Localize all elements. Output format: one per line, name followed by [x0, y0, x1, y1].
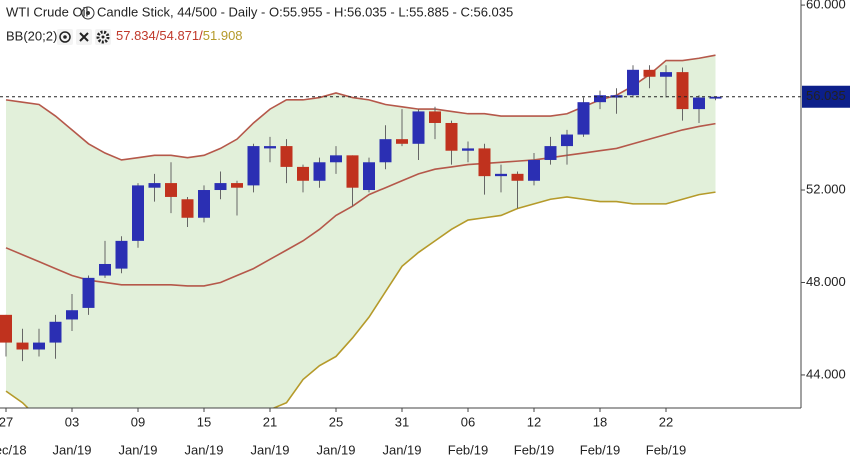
candle-body — [478, 148, 491, 177]
candle-body — [544, 146, 557, 160]
band-fill — [6, 55, 716, 408]
candle-body — [594, 95, 606, 103]
candle-body — [495, 173, 507, 177]
chart-subtitle: Candle Stick, 44/500 - Daily - O:55.955 … — [97, 4, 513, 19]
x-tick-month: Feb/19 — [514, 442, 554, 457]
last-price-label: 56.035 — [806, 88, 846, 103]
candle-body — [313, 162, 326, 181]
candle-body — [709, 96, 722, 99]
x-tick-day: 27 — [0, 414, 13, 429]
x-tick-day: 21 — [263, 414, 277, 429]
candle-body — [99, 263, 111, 276]
candle-body — [577, 102, 590, 135]
candle-body — [330, 155, 342, 163]
chart-title: WTI Crude Oil — [6, 4, 88, 19]
indicator-settings-icon[interactable] — [95, 29, 111, 45]
y-tick-label: 48.000 — [806, 274, 846, 289]
candle-body — [0, 314, 12, 343]
x-tick-month: Jan/19 — [184, 442, 223, 457]
x-tick-day: 31 — [395, 414, 409, 429]
candle-body — [66, 310, 78, 320]
candle-body — [396, 139, 408, 144]
indicator-value: /54.871/ — [156, 28, 203, 43]
candle-body — [528, 159, 540, 181]
candle-body — [660, 72, 672, 77]
header-bg — [0, 2, 455, 46]
indicator-values: 57.834/54.871/51.908 — [116, 28, 243, 43]
x-tick-day: 03 — [65, 414, 79, 429]
x-tick-month: Jan/19 — [382, 442, 421, 457]
candle-body — [676, 72, 689, 110]
visibility-icon[interactable] — [81, 6, 95, 20]
x-tick-day: 06 — [461, 414, 475, 429]
candle-body — [693, 97, 705, 110]
candle-body — [165, 183, 177, 197]
candle-body — [198, 190, 210, 218]
candle-body — [82, 277, 95, 308]
candle-body — [561, 134, 573, 147]
y-tick-label: 52.000 — [806, 181, 846, 196]
candle-body — [610, 95, 623, 98]
y-tick-label: 44.000 — [806, 366, 846, 381]
x-tick-day: 15 — [197, 414, 211, 429]
indicator-visibility-icon[interactable] — [57, 29, 73, 45]
indicator-value: 57.834 — [116, 28, 156, 43]
candle-body — [511, 173, 524, 181]
candle-body — [231, 183, 243, 188]
candle-body — [297, 166, 309, 181]
candle-body — [627, 69, 639, 96]
x-tick-day: 12 — [527, 414, 541, 429]
candle-body — [445, 122, 458, 151]
x-tick-month: Jan/19 — [118, 442, 157, 457]
last-price-tag — [802, 85, 850, 108]
x-tick-month: Jan/19 — [250, 442, 289, 457]
candle-body — [115, 240, 128, 269]
indicator-value: 51.908 — [203, 28, 243, 43]
candle-body — [379, 139, 392, 163]
candle-body — [16, 342, 29, 350]
middle-band — [5, 122, 716, 287]
candle-body — [49, 321, 62, 343]
candle-body — [412, 111, 425, 144]
candle-body — [429, 111, 441, 123]
y-tick-label: 60.000 — [806, 0, 846, 12]
candle-body — [280, 146, 293, 167]
candle-body — [462, 148, 474, 151]
candle-body — [181, 199, 194, 218]
candle-body — [132, 185, 144, 241]
x-tick-day: 25 — [329, 414, 343, 429]
plot-area — [0, 54, 801, 408]
header: WTI Crude Oil Candle Stick, 44/500 - Dai… — [0, 2, 513, 46]
x-tick-day: 22 — [659, 414, 673, 429]
x-tick-month: Jan/19 — [316, 442, 355, 457]
x-tick-month: Jan/19 — [52, 442, 91, 457]
candle-body — [214, 183, 227, 191]
candle-body — [148, 183, 161, 188]
candle-body — [247, 146, 260, 186]
x-tick-month: Dec/18 — [0, 442, 27, 457]
x-tick-month: Feb/19 — [646, 442, 686, 457]
x-tick-month: Feb/19 — [580, 442, 620, 457]
x-tick-day: 18 — [593, 414, 607, 429]
candle-body — [346, 155, 359, 188]
indicator-label: BB(20;2) — [6, 28, 57, 43]
indicator-remove-icon[interactable] — [76, 29, 92, 45]
x-tick-day: 09 — [131, 414, 145, 429]
candle-body — [264, 146, 276, 149]
lower-band — [5, 191, 716, 408]
candle-body — [643, 69, 656, 77]
x-tick-month: Feb/19 — [448, 442, 488, 457]
candle-body — [363, 162, 375, 191]
candle-body — [33, 342, 45, 350]
